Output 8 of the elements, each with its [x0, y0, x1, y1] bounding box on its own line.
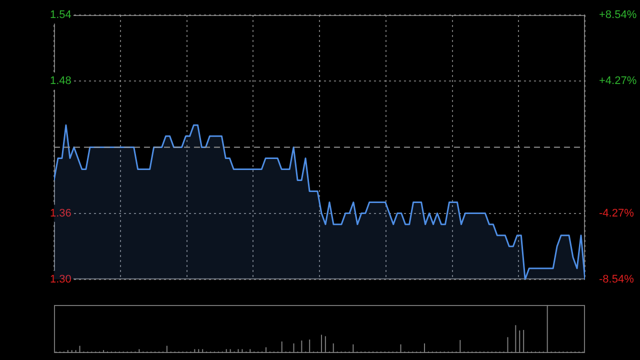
y-tick-label: 1.48: [50, 75, 72, 88]
y2-tick-label: -4.27%: [599, 207, 634, 220]
y-tick-label: 1.54: [50, 9, 72, 22]
y2-tick-label: +4.27%: [599, 75, 637, 88]
y-tick-label: 1.30: [50, 273, 72, 286]
y2-tick-label: +8.54%: [599, 9, 637, 22]
y-tick-label: 1.36: [50, 207, 72, 220]
y2-tick-label: -8.54%: [599, 273, 634, 286]
